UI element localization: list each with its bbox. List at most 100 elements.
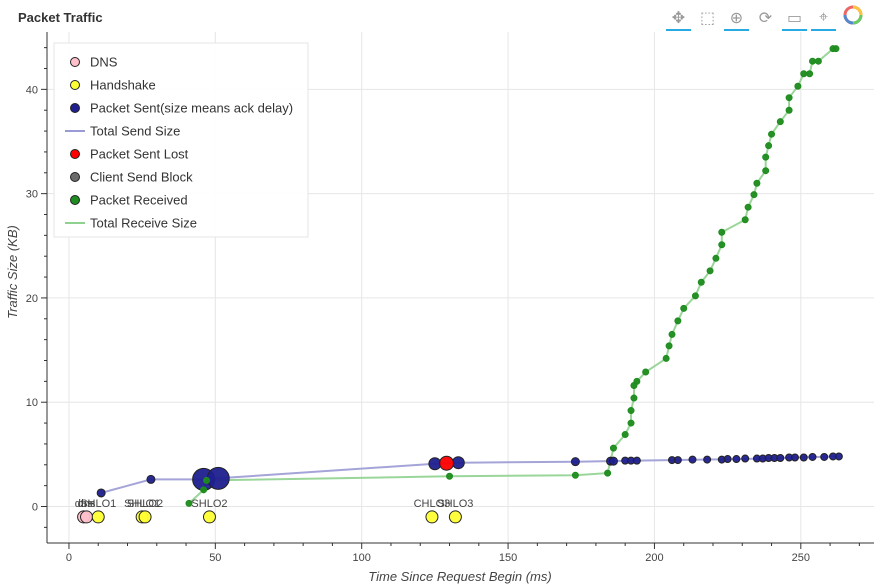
chart-toolbar: ✥ ⬚ ⊕ ⟳ ▭ ⌖	[664, 4, 867, 31]
y-tick-label: 40	[26, 84, 38, 96]
packet-received-point	[571, 471, 579, 479]
handshake-point	[448, 510, 462, 524]
packet-sent-size-means-ack-delay-point	[799, 453, 808, 462]
move-icon: ✥	[671, 7, 686, 27]
packet-received-point	[665, 342, 673, 350]
wheel-zoom-icon: ⊕	[729, 7, 744, 27]
handshake-point	[91, 510, 105, 524]
packet-sent-size-means-ack-delay-point	[723, 455, 732, 464]
handshake-point-label: SHLO1	[80, 498, 116, 510]
packet-sent-size-means-ack-delay-point	[96, 488, 106, 498]
reset-tool[interactable]: ⟳	[751, 4, 780, 30]
legend-swatch-client-send-block	[70, 172, 80, 182]
packet-received-point	[800, 70, 808, 78]
packet-received-point	[744, 203, 752, 211]
hover-tool[interactable]: ▭	[780, 4, 809, 31]
packet-sent-size-means-ack-delay-point	[741, 454, 750, 463]
packet-received-point	[814, 57, 822, 65]
packet-received-point	[750, 191, 758, 199]
legend-label-packet-sent-size-means-ack-delay: Packet Sent(size means ack delay)	[90, 101, 293, 116]
packet-received-point	[691, 292, 699, 300]
packet-received-point	[203, 476, 211, 484]
packet-received-point	[718, 228, 726, 236]
packet-received-point	[609, 444, 617, 452]
packet-received-point	[446, 472, 454, 480]
packet-received-point	[200, 486, 208, 494]
packet-sent-size-means-ack-delay-point	[834, 452, 843, 461]
packet-received-point	[630, 394, 638, 402]
chart-title: Packet Traffic	[18, 10, 103, 25]
packet-sent-size-means-ack-delay-point	[703, 455, 712, 464]
legend-label-total-receive-size: Total Receive Size	[90, 216, 197, 231]
packet-sent-size-means-ack-delay-point	[790, 453, 799, 462]
box-zoom-tool[interactable]: ⬚	[693, 4, 722, 30]
packet-sent-size-means-ack-delay-point	[820, 452, 829, 461]
packet-received-point	[785, 106, 793, 114]
bokeh-logo-icon	[843, 5, 863, 29]
legend-label-client-send-block: Client Send Block	[90, 170, 193, 185]
legend-swatch-dns	[70, 57, 80, 67]
packet-sent-size-means-ack-delay-point	[146, 474, 156, 484]
legend-label-dns: DNS	[90, 55, 118, 70]
legend: DNS Handshake Packet Sent(size means ack d…	[53, 42, 309, 238]
reset-icon: ⟳	[758, 7, 773, 27]
bokeh-logo[interactable]	[838, 4, 867, 30]
legend-label-packet-sent-lost: Packet Sent Lost	[90, 147, 189, 162]
legend-box	[53, 42, 309, 238]
packet-sent-size-means-ack-delay-point	[570, 457, 580, 467]
legend-swatch-packet-sent-size-means-ack-delay	[70, 103, 80, 113]
packet-received-point	[621, 431, 629, 439]
wheel-zoom-tool[interactable]: ⊕	[722, 4, 751, 31]
pan-tool[interactable]: ✥	[664, 4, 693, 31]
packet-sent-size-means-ack-delay-point	[688, 455, 697, 464]
handshake-point-label: CHLO3	[414, 498, 451, 510]
crosshair-tool[interactable]: ⌖	[809, 4, 838, 31]
packet-received-point	[809, 57, 817, 65]
handshake-point	[138, 510, 152, 524]
x-tick-label: 150	[499, 552, 517, 564]
packet-received-point	[662, 354, 670, 362]
x-tick-label: 200	[645, 552, 663, 564]
x-tick-label: 250	[792, 552, 810, 564]
packet-received-point	[674, 317, 682, 325]
packet-received-point	[768, 130, 776, 138]
packet-sent-size-means-ack-delay-point	[608, 456, 618, 466]
packet-received-point	[627, 419, 635, 427]
legend-swatch-packet-received	[70, 195, 80, 205]
packet-received-point	[668, 330, 676, 338]
packet-sent-lost-point	[439, 455, 455, 471]
packet-received-point	[633, 377, 641, 385]
x-tick-label: 100	[353, 552, 371, 564]
x-tick-label: 50	[209, 552, 221, 564]
y-tick-label: 20	[26, 293, 38, 305]
packet-received-point	[753, 179, 761, 187]
packet-received-point	[604, 469, 612, 477]
packet-received-point	[712, 254, 720, 262]
axes-layer: 0 50 100 150 200 250 0 10 20 30 40	[26, 32, 874, 564]
packet-received-point	[706, 267, 714, 275]
points-layer	[77, 45, 843, 524]
y-tick-label: 0	[32, 502, 38, 514]
y-tick-label: 30	[26, 189, 38, 201]
handshake-point-label: SHLO1	[124, 498, 160, 510]
legend-label-total-send-size: Total Send Size	[90, 124, 180, 139]
x-axis-label: Time Since Request Begin (ms)	[368, 569, 551, 584]
legend-label-handshake: Handshake	[90, 78, 156, 93]
packet-received-point	[765, 142, 773, 150]
packet-sent-size-means-ack-delay-point	[451, 456, 465, 470]
crosshair-icon: ⌖	[818, 7, 828, 26]
packet-received-point	[718, 241, 726, 249]
packet-received-point	[762, 153, 770, 161]
y-axis-label: Traffic Size (KB)	[5, 225, 20, 319]
x-tick-label: 0	[66, 552, 72, 564]
packet-received-point	[806, 70, 814, 78]
packet-sent-size-means-ack-delay-point	[808, 452, 817, 461]
packet-received-point	[741, 216, 749, 224]
packet-received-point	[832, 45, 840, 53]
dns-point-label: dns	[78, 498, 96, 510]
packet-received-point	[642, 368, 650, 376]
packet-received-point	[762, 167, 770, 175]
legend-label-packet-received: Packet Received	[90, 193, 188, 208]
packet-received-point	[697, 278, 705, 286]
